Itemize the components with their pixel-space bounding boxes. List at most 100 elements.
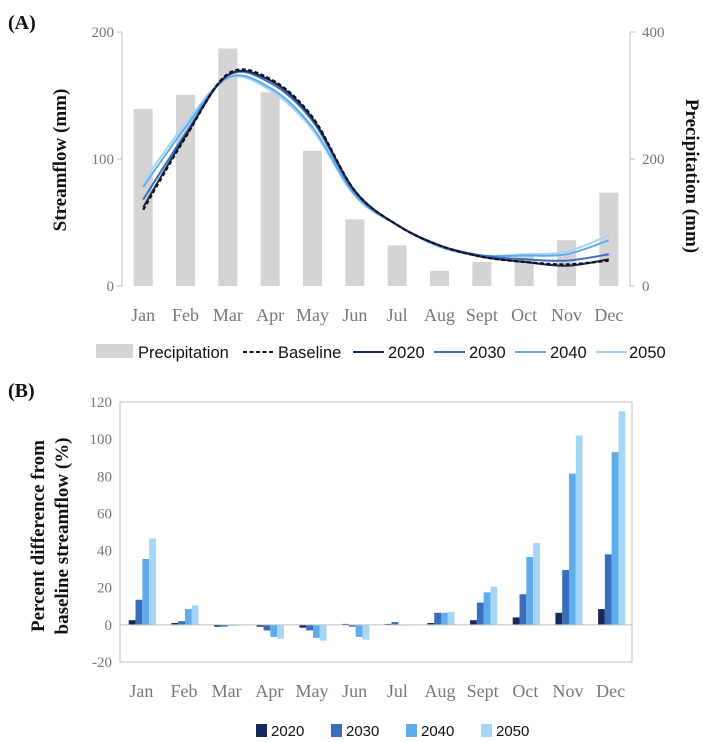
bar-2030-jan xyxy=(135,599,143,625)
precipitation-bars xyxy=(133,48,619,287)
panel-b-ylabel-line2: baseline streamflow (%) xyxy=(52,437,73,634)
panel-a-right-tick-label: 200 xyxy=(642,152,665,168)
bar-2050-apr xyxy=(277,624,284,639)
panel-a-x-tick-sept: Sept xyxy=(466,305,498,325)
panel-a-left-ylabel: Streamflow (mm) xyxy=(50,89,71,232)
bar-2040-nov xyxy=(569,473,576,625)
panel-a-label: (A) xyxy=(8,12,36,34)
bar-2050-dec xyxy=(618,411,626,625)
bar-2040-jun xyxy=(355,624,363,637)
panel-b-x-tick-apr: Apr xyxy=(255,681,283,701)
panel-a-x-tick-may: May xyxy=(296,305,329,325)
line-2030 xyxy=(142,70,609,262)
bar-2030-nov xyxy=(562,570,569,625)
panel-b-axes xyxy=(119,401,633,663)
legend-b-label-2030: 2030 xyxy=(346,723,379,740)
panel-b-legend: 2020 2030 2040 2050 xyxy=(256,723,529,740)
bar-2030-apr xyxy=(263,624,271,631)
panel-b-x-tick-feb: Feb xyxy=(171,681,198,701)
panel-b: (B) Percent difference from baseline str… xyxy=(8,380,633,740)
panel-a-x-tick-oct: Oct xyxy=(511,305,537,325)
panel-b-y-tick-label: 40 xyxy=(97,544,112,560)
precip-bar-aug xyxy=(430,270,449,286)
legend-b-swatch-2020 xyxy=(256,724,267,737)
panel-a-right-ylabel: Precipitation (mm) xyxy=(681,99,702,253)
bar-2030-sept xyxy=(476,602,484,625)
line-baseline xyxy=(142,68,609,266)
panel-a-right-tick-label: 0 xyxy=(642,279,650,295)
bar-2050-jun xyxy=(362,624,370,640)
bar-2030-jul xyxy=(391,622,399,625)
panel-b-x-tick-nov: Nov xyxy=(553,681,584,701)
legend-b-label-2050: 2050 xyxy=(496,723,529,740)
panel-b-x-ticks: Jan Feb Mar Apr May Jun Jul Aug Sept Oct Nov Dec xyxy=(129,681,625,701)
bar-2040-may xyxy=(313,624,320,638)
panel-a-x-tick-jun: Jun xyxy=(342,305,367,325)
panel-b-y-ticks: -20 0 20 40 60 80 100 120 xyxy=(90,395,113,671)
panel-b-y-tick-label: 100 xyxy=(90,432,113,448)
panel-a-x-ticks: Jan Feb Mar Apr May Jun Jul Aug Sept Oct Nov Dec xyxy=(131,305,623,325)
precip-bar-sept xyxy=(472,261,492,286)
panel-a-x-tick-aug: Aug xyxy=(424,305,455,325)
panel-b-x-tick-aug: Aug xyxy=(425,681,456,701)
panel-b-x-tick-dec: Dec xyxy=(596,681,625,701)
bar-2030-jun xyxy=(348,624,356,627)
panel-b-label: (B) xyxy=(8,380,35,402)
bar-2050-sept xyxy=(490,586,498,625)
panel-b-ylabel-line1: Percent difference from xyxy=(28,440,49,632)
line-2040 xyxy=(142,74,610,258)
panel-b-y-tick-label: -20 xyxy=(92,655,112,671)
legend-b-swatch-2030 xyxy=(331,724,342,737)
panel-a: (A) Streamflow (mm) Precipitation (mm) 0… xyxy=(8,12,702,362)
precip-bar-jul xyxy=(387,245,407,286)
panel-b-x-tick-mar: Mar xyxy=(212,681,242,701)
panel-a-x-tick-dec: Dec xyxy=(594,305,623,325)
bar-2030-feb xyxy=(178,621,185,625)
panel-a-right-ticks: 0 200 400 xyxy=(630,25,665,295)
panel-a-x-tick-mar: Mar xyxy=(213,305,243,325)
panel-b-x-tick-jul: Jul xyxy=(387,681,408,701)
precip-bar-apr xyxy=(260,92,280,286)
bar-2020-may xyxy=(299,624,307,628)
bar-2050-feb xyxy=(191,605,199,625)
panel-a-left-ticks: 0 100 200 xyxy=(92,25,122,295)
legend-swatch-precipitation xyxy=(96,344,133,358)
bar-2050-jan xyxy=(149,538,156,625)
panel-a-axes xyxy=(121,32,631,286)
panel-a-left-tick-label: 0 xyxy=(107,279,115,295)
panel-a-left-tick-label: 200 xyxy=(92,25,115,41)
precip-bar-jun xyxy=(345,219,365,286)
bar-2040-dec xyxy=(611,452,619,625)
panel-b-y-tick-label: 20 xyxy=(97,581,112,597)
bar-2020-feb xyxy=(171,623,179,625)
bar-2030-oct xyxy=(519,594,527,625)
panel-a-x-tick-jul: Jul xyxy=(387,305,408,325)
panel-a-x-tick-feb: Feb xyxy=(172,305,199,325)
bar-2030-mar xyxy=(220,624,228,627)
legend-label-precipitation: Precipitation xyxy=(138,344,229,362)
line-2020 xyxy=(142,69,609,267)
bar-2040-apr xyxy=(270,624,278,637)
bar-2020-apr xyxy=(256,624,264,627)
bar-2050-nov xyxy=(575,435,583,625)
legend-label-2020: 2020 xyxy=(388,344,425,362)
legend-label-2040: 2040 xyxy=(550,344,587,362)
bar-2020-mar xyxy=(214,624,221,627)
bar-2020-dec xyxy=(598,609,605,625)
bar-2030-dec xyxy=(604,554,612,625)
panel-b-x-tick-jan: Jan xyxy=(129,681,153,701)
legend-label-2050: 2050 xyxy=(629,344,666,362)
precip-bar-jan xyxy=(133,108,153,287)
line-2050 xyxy=(142,75,610,257)
panel-b-y-tick-label: 0 xyxy=(105,618,113,634)
panel-b-y-tick-label: 60 xyxy=(97,506,112,522)
panel-a-x-tick-nov: Nov xyxy=(551,305,582,325)
difference-bars xyxy=(128,411,626,641)
precip-bar-may xyxy=(303,150,322,286)
bar-2020-jan xyxy=(128,620,136,625)
legend-b-label-2020: 2020 xyxy=(271,723,304,740)
legend-label-baseline: Baseline xyxy=(278,344,341,362)
bar-2050-aug xyxy=(447,611,455,625)
bar-2020-sept xyxy=(470,620,477,625)
